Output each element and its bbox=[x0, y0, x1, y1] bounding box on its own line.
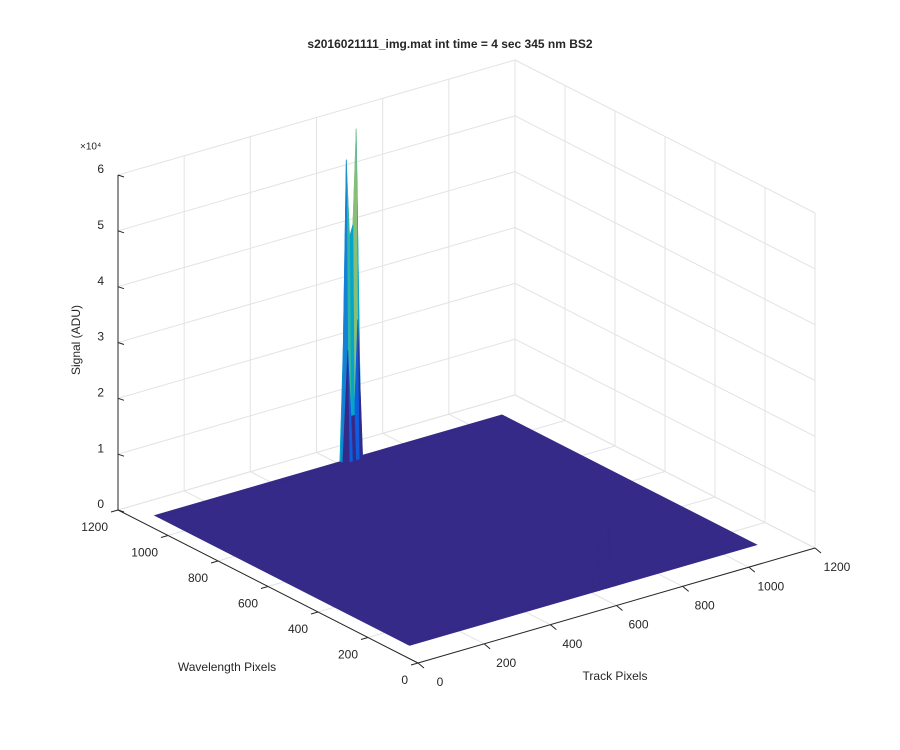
surface-patch bbox=[407, 590, 596, 646]
x-tick bbox=[483, 643, 491, 650]
z-tick-label: 6 bbox=[97, 162, 104, 176]
y-tick-label: 1000 bbox=[131, 546, 158, 560]
x-tick-label: 400 bbox=[562, 637, 582, 651]
y-tick bbox=[310, 611, 319, 615]
z-tick-label: 3 bbox=[97, 330, 104, 344]
z-tick-label: 0 bbox=[97, 497, 104, 511]
grid-line bbox=[514, 338, 816, 493]
z-tick bbox=[117, 453, 125, 457]
axes: 0200400600800100012000200400600800100012… bbox=[81, 162, 850, 689]
z-tick bbox=[117, 397, 125, 401]
x-tick-label: 1000 bbox=[757, 579, 784, 593]
surface bbox=[153, 128, 758, 646]
x-tick-label: 1200 bbox=[824, 560, 851, 574]
x-tick bbox=[814, 547, 822, 554]
z-tick-label: 1 bbox=[97, 441, 104, 455]
z-tick bbox=[117, 509, 125, 513]
z-tick bbox=[117, 174, 125, 178]
y-tick bbox=[110, 509, 119, 513]
z-axis-label: Signal (ADU) bbox=[69, 305, 83, 375]
y-tick-label: 200 bbox=[338, 648, 358, 662]
y-tick bbox=[160, 535, 169, 538]
grid-line bbox=[117, 282, 516, 399]
z-tick bbox=[117, 230, 125, 234]
y-tick-label: 0 bbox=[401, 673, 408, 687]
x-axis-label: Track Pixels bbox=[583, 669, 648, 683]
y-tick bbox=[260, 586, 269, 589]
grid-line bbox=[514, 59, 816, 214]
grid-line bbox=[117, 394, 516, 511]
grid-line bbox=[117, 115, 516, 232]
x-tick-label: 0 bbox=[437, 675, 444, 689]
grid-line bbox=[514, 227, 816, 381]
y-tick-label: 1200 bbox=[81, 520, 108, 534]
y-tick-label: 600 bbox=[238, 597, 258, 611]
grid-line bbox=[514, 115, 816, 270]
z-tick-label: 5 bbox=[97, 218, 104, 232]
y-tick-label: 400 bbox=[288, 622, 308, 636]
z-tick-label: 4 bbox=[97, 274, 104, 288]
grid-line bbox=[514, 282, 816, 437]
grid-line bbox=[117, 171, 516, 288]
grid-line bbox=[117, 59, 516, 176]
grid-line bbox=[514, 171, 816, 326]
grid-line bbox=[117, 338, 516, 455]
y-axis-label: Wavelength Pixels bbox=[178, 660, 276, 674]
x-tick bbox=[616, 605, 623, 611]
grid-line bbox=[514, 394, 816, 549]
x-tick-label: 800 bbox=[695, 599, 715, 613]
x-tick bbox=[682, 585, 689, 592]
z-tick bbox=[117, 286, 125, 290]
y-tick bbox=[360, 637, 369, 640]
x-tick bbox=[748, 566, 756, 573]
y-tick-label: 800 bbox=[188, 571, 208, 585]
x-tick-label: 600 bbox=[628, 618, 648, 632]
y-tick bbox=[210, 560, 219, 564]
z-tick-label: 2 bbox=[97, 386, 104, 400]
y-tick bbox=[410, 662, 419, 666]
grid-line bbox=[117, 227, 516, 343]
x-tick bbox=[550, 624, 557, 631]
x-tick bbox=[417, 662, 425, 669]
chart-title: s2016021111_img.mat int time = 4 sec 345… bbox=[307, 37, 593, 51]
z-scale-label: ×10⁴ bbox=[80, 142, 101, 153]
x-tick-label: 200 bbox=[496, 656, 516, 670]
z-tick bbox=[117, 342, 125, 345]
